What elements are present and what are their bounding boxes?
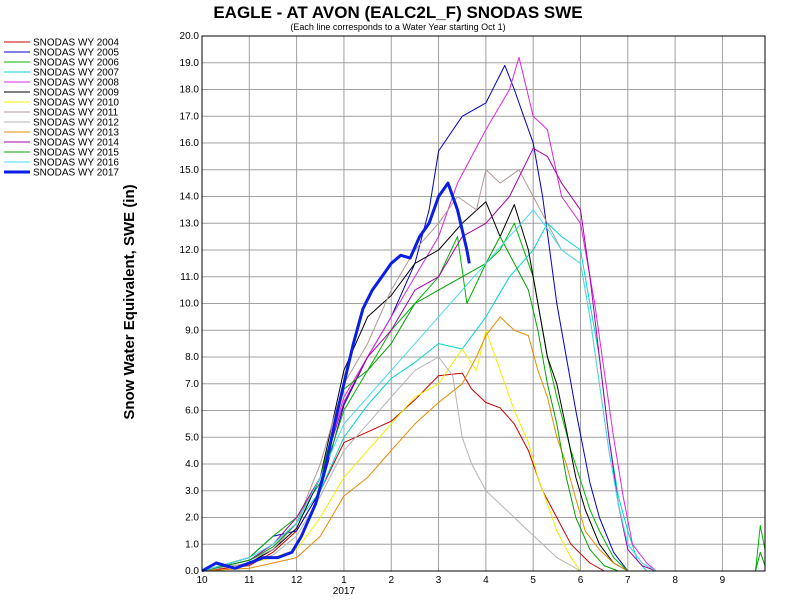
legend-label-snodas-wy-2004: SNODAS WY 2004 <box>33 38 119 49</box>
x-tick-label: 10 <box>196 575 208 586</box>
x-tick-label: 11 <box>244 575 255 586</box>
x-tick-label: 4 <box>483 575 489 586</box>
x-tick-label: 8 <box>672 575 678 586</box>
y-tick-label: 2.0 <box>185 513 199 524</box>
x-year-label: 2017 <box>333 586 356 597</box>
y-tick-label: 5.0 <box>185 432 199 443</box>
y-tick-label: 6.0 <box>185 406 199 417</box>
y-tick-label: 1.0 <box>185 539 199 550</box>
legend-label-snodas-wy-2015: SNODAS WY 2015 <box>33 148 119 159</box>
series-line-snodas-wy-2015 <box>201 236 766 572</box>
x-tick-label: 3 <box>436 575 442 586</box>
y-axis-label: Snow Water Equivalent, SWE (in) <box>121 184 138 419</box>
grid <box>201 35 765 572</box>
y-tick-label: 18.0 <box>180 85 200 96</box>
legend-label-snodas-wy-2013: SNODAS WY 2013 <box>33 128 119 139</box>
series-line-snodas-wy-2004 <box>201 372 605 572</box>
series-line-snodas-wy-2013 <box>201 316 629 572</box>
series-line-snodas-wy-2006 <box>201 222 766 572</box>
legend-label-snodas-wy-2012: SNODAS WY 2012 <box>33 118 119 129</box>
y-tick-label: 11.0 <box>180 272 199 283</box>
y-tick-label: 14.0 <box>180 192 200 203</box>
legend-label-snodas-wy-2005: SNODAS WY 2005 <box>33 48 119 59</box>
x-tick-label: 2 <box>388 575 394 586</box>
series-line-snodas-wy-2008 <box>201 56 657 572</box>
y-tick-label: 12.0 <box>180 245 200 256</box>
chart-subtitle: (Each line corresponds to a Water Year s… <box>290 22 505 32</box>
legend-label-snodas-wy-2016: SNODAS WY 2016 <box>33 158 119 169</box>
y-tick-label: 0.0 <box>185 566 199 577</box>
x-tick-label: 6 <box>578 575 584 586</box>
y-tick-label: 15.0 <box>180 165 200 176</box>
legend-label-snodas-wy-2010: SNODAS WY 2010 <box>33 98 119 109</box>
y-tick-label: 9.0 <box>185 325 199 336</box>
legend-label-snodas-wy-2009: SNODAS WY 2009 <box>33 88 119 99</box>
x-tick-label: 1 <box>341 575 347 586</box>
series-line-snodas-wy-2009 <box>201 201 629 572</box>
y-tick-label: 3.0 <box>185 486 199 497</box>
legend-label-snodas-wy-2014: SNODAS WY 2014 <box>33 138 119 149</box>
legend-label-snodas-wy-2008: SNODAS WY 2008 <box>33 78 119 89</box>
series-line-snodas-wy-2005 <box>201 64 629 572</box>
series-line-snodas-wy-2010 <box>201 329 581 572</box>
x-tick-label: 5 <box>530 575 536 586</box>
x-tick-label: 7 <box>625 575 631 586</box>
chart-title: EAGLE - AT AVON (EALC2L_F) SNODAS SWE <box>213 3 582 22</box>
series-line-snodas-wy-2016 <box>201 209 657 572</box>
series-line-snodas-wy-2012 <box>201 356 581 572</box>
y-tick-labels: 0.0 1.0 2.0 3.0 4.0 5.0 6.0 7.0 8.0 9.0 10.0 11.0 12… <box>180 31 200 577</box>
y-tick-label: 4.0 <box>185 459 199 470</box>
legend-label-snodas-wy-2006: SNODAS WY 2006 <box>33 58 119 69</box>
legend-label-snodas-wy-2011: SNODAS WY 2011 <box>33 108 119 119</box>
y-tick-label: 8.0 <box>185 352 199 363</box>
y-tick-label: 19.0 <box>180 58 200 69</box>
legend-label-snodas-wy-2017: SNODAS WY 2017 <box>33 168 119 179</box>
x-tick-label: 12 <box>291 575 303 586</box>
y-tick-label: 10.0 <box>180 299 200 310</box>
series-lines <box>201 56 766 573</box>
x-tick-label: 9 <box>720 575 726 586</box>
y-tick-label: 17.0 <box>180 111 200 122</box>
y-tick-label: 13.0 <box>180 218 200 229</box>
y-tick-label: 20.0 <box>180 31 200 42</box>
plot-frame <box>201 35 766 572</box>
series-line-snodas-wy-2011 <box>201 169 657 572</box>
legend-label-snodas-wy-2007: SNODAS WY 2007 <box>33 68 119 79</box>
y-tick-label: 7.0 <box>185 379 199 390</box>
series-line-snodas-wy-2017 <box>201 181 471 573</box>
y-tick-label: 16.0 <box>180 138 200 149</box>
